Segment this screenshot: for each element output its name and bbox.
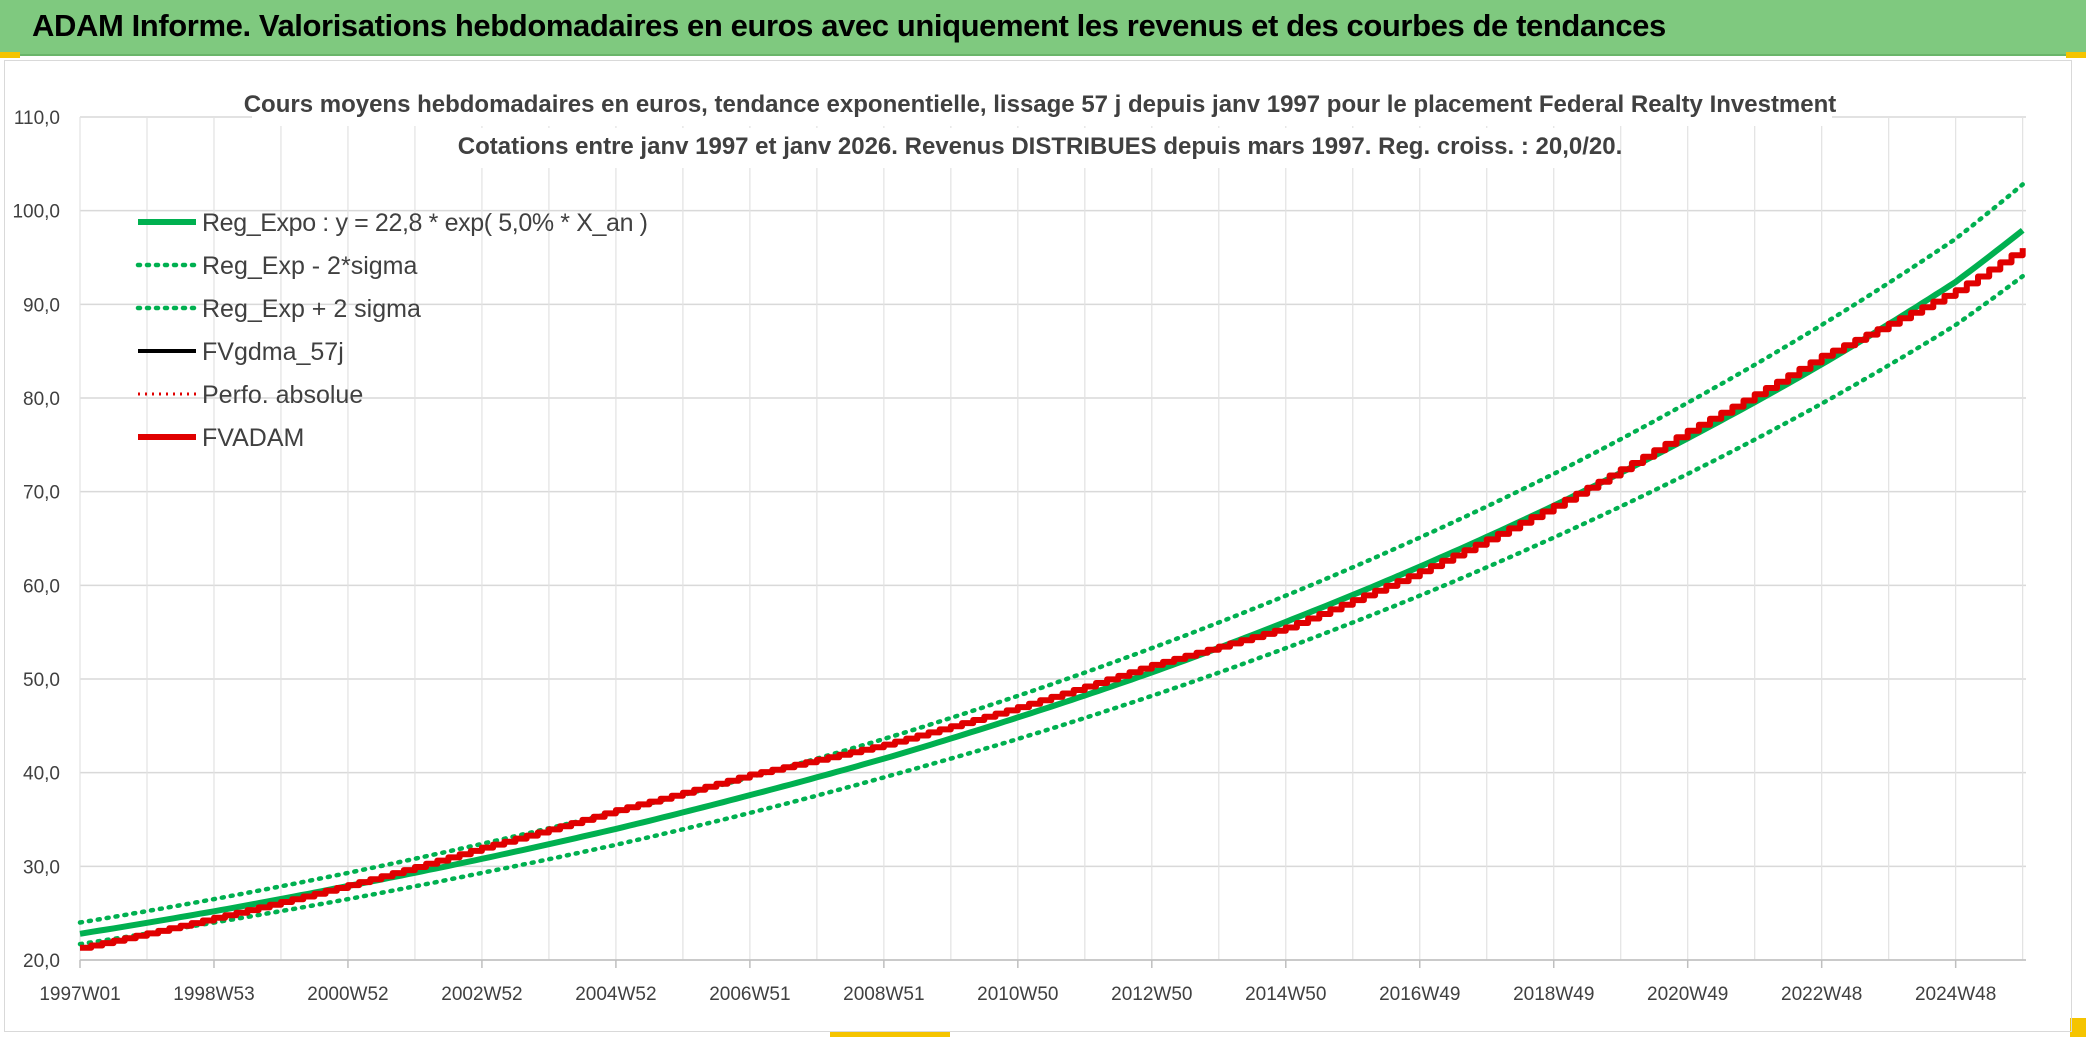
legend-label: Perfo. absolue <box>202 381 363 409</box>
corner-marker-bottom <box>830 1031 950 1037</box>
x-tick-label: 1997W01 <box>39 984 120 1005</box>
series-line-2 <box>77 182 2025 925</box>
y-tick-label: 90,0 <box>23 295 60 316</box>
series-line-0 <box>79 227 2025 937</box>
y-tick-label: 40,0 <box>23 764 60 785</box>
x-tick-label: 2014W50 <box>1245 984 1326 1005</box>
y-tick-label: 30,0 <box>23 857 60 878</box>
series-line-5 <box>80 248 2026 951</box>
legend-label: Reg_Exp - 2*sigma <box>202 252 417 280</box>
x-tick-label: 2024W48 <box>1915 984 1996 1005</box>
chart-legend: Reg_Expo : y = 22,8 * exp( 5,0% * X_an )… <box>135 209 648 452</box>
x-tick-label: 2002W52 <box>441 984 522 1005</box>
x-tick-label: 1998W53 <box>173 984 254 1005</box>
x-tick-label: 2006W51 <box>709 984 790 1005</box>
chart-frame <box>4 60 2072 1032</box>
corner-marker-left <box>0 52 20 58</box>
chart-subtitle: Cotations entre janv 1997 et janv 2026. … <box>458 133 1623 160</box>
corner-marker-bottom-right <box>2070 1018 2086 1037</box>
y-tick-label: 70,0 <box>23 483 60 504</box>
x-tick-label: 2008W51 <box>843 984 924 1005</box>
x-tick-label: 2000W52 <box>307 984 388 1005</box>
x-tick-label: 2004W52 <box>575 984 656 1005</box>
y-tick-label: 80,0 <box>23 389 60 410</box>
legend-label: Reg_Exp + 2 sigma <box>202 295 421 323</box>
report-title: ADAM Informe. Valorisations hebdomadaire… <box>32 8 1666 43</box>
series-line-1 <box>77 273 2025 947</box>
line-chart: 20,0 30,0 40,0 50,0 60,0 70,0 80,0 90,0 100,0 110… <box>12 86 2026 1005</box>
x-tick-label: 2020W49 <box>1647 984 1728 1005</box>
y-tick-label: 20,0 <box>23 951 60 972</box>
corner-marker-right <box>2066 52 2086 58</box>
x-tick-label: 2010W50 <box>977 984 1058 1005</box>
legend-label: FVADAM <box>202 424 304 452</box>
report-header: ADAM Informe. Valorisations hebdomadaire… <box>0 0 2086 56</box>
x-tick-label: 2012W50 <box>1111 984 1192 1005</box>
y-tick-label: 50,0 <box>23 670 60 691</box>
x-tick-label: 2018W49 <box>1513 984 1594 1005</box>
y-tick-label: 100,0 <box>12 202 60 223</box>
y-tick-label: 110,0 <box>14 108 60 129</box>
chart-title: Cours moyens hebdomadaires en euros, ten… <box>244 91 1837 118</box>
legend-label: FVgdma_57j <box>202 338 344 366</box>
legend-label: Reg_Expo : y = 22,8 * exp( 5,0% * X_an ) <box>202 209 648 237</box>
x-tick-label: 2016W49 <box>1379 984 1460 1005</box>
y-tick-label: 60,0 <box>23 576 60 597</box>
x-tick-label: 2022W48 <box>1781 984 1862 1005</box>
